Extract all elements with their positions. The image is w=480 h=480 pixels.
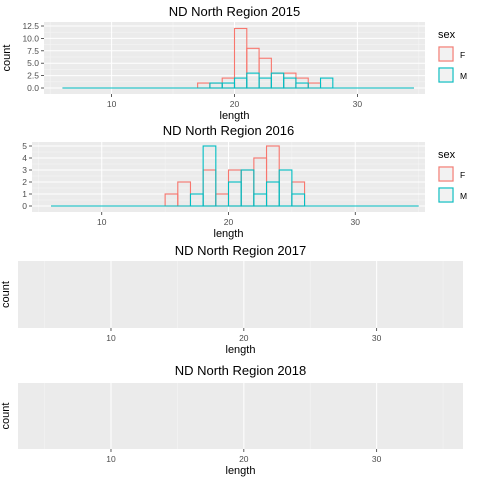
- x-axis-label: length: [220, 110, 250, 122]
- panel-title: ND North Region 2015: [169, 4, 301, 19]
- y-tick-label: 5.0: [27, 58, 39, 68]
- legend-key-bg: [438, 46, 454, 62]
- y-tick-label: 1: [22, 189, 27, 199]
- panel-title: ND North Region 2016: [163, 123, 295, 138]
- x-tick-label: 30: [351, 217, 361, 227]
- x-tick-label: 20: [239, 333, 249, 343]
- x-axis-label: length: [226, 465, 256, 477]
- y-axis-label: count: [0, 403, 12, 430]
- legend-key-M: [438, 67, 454, 83]
- x-tick-label: 20: [230, 99, 240, 109]
- y-tick-label: 4: [22, 153, 27, 163]
- x-axis-label: length: [214, 228, 244, 240]
- panel-3: ND North Region 2018 10 20 30 length count: [0, 363, 463, 477]
- legend-key-bg: [438, 67, 454, 83]
- x-tick-label: 10: [106, 333, 116, 343]
- x-tick-label: 10: [106, 454, 116, 464]
- series-M: [62, 72, 414, 89]
- legend-title: sex: [438, 29, 456, 41]
- legend-label-F: F: [460, 50, 465, 60]
- x-tick-label: 30: [353, 99, 363, 109]
- y-tick-label: 12.5: [22, 21, 39, 31]
- legend-label-M: M: [460, 191, 467, 201]
- legend-key-F: [438, 46, 454, 62]
- x-tick-label: 30: [372, 333, 382, 343]
- legend-label-F: F: [460, 170, 465, 180]
- y-axis-label: count: [0, 281, 12, 308]
- legend: sex F M: [438, 149, 467, 203]
- x-tick-label: 20: [224, 217, 234, 227]
- legend-label-M: M: [460, 71, 467, 81]
- y-tick-label: 0.0: [27, 83, 39, 93]
- panel-0: ND North Region 2015 10 20 30 0.0 2.5 5.0 7.5 10…: [1, 4, 467, 122]
- y-tick-label: 2: [22, 177, 27, 187]
- y-tick-label: 0: [22, 201, 27, 211]
- panel-background: [18, 383, 463, 449]
- y-tick-label: 7.5: [27, 46, 39, 56]
- x-tick-label: 10: [97, 217, 107, 227]
- y-tick-label: 10.0: [22, 33, 39, 43]
- x-axis-label: length: [226, 344, 256, 356]
- x-tick-label: 20: [239, 454, 249, 464]
- legend-key-bg: [438, 187, 454, 203]
- legend: sex F M: [438, 29, 467, 83]
- panel-background: [18, 261, 463, 328]
- series-M: [51, 145, 419, 207]
- y-axis-label: count: [1, 45, 13, 72]
- legend-key-F: [438, 166, 454, 182]
- y-tick-label: 3: [22, 165, 27, 175]
- panel-1: ND North Region 2016 10 20 30 0 1 2 3 4 5 length se…: [22, 123, 467, 240]
- panel-title: ND North Region 2018: [175, 363, 307, 378]
- y-tick-label: 5: [22, 141, 27, 151]
- legend-title: sex: [438, 149, 456, 161]
- legend-key-bg: [438, 166, 454, 182]
- legend-key-M: [438, 187, 454, 203]
- panel-2: ND North Region 2017 10 20 30 length count: [0, 243, 463, 356]
- x-tick-label: 30: [372, 454, 382, 464]
- panel-title: ND North Region 2017: [175, 243, 307, 258]
- y-tick-label: 2.5: [27, 71, 39, 81]
- x-tick-label: 10: [107, 99, 117, 109]
